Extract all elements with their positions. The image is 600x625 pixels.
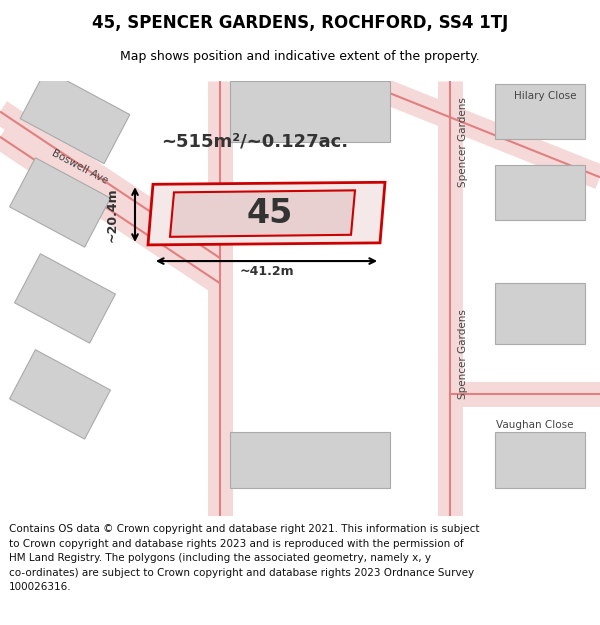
Bar (495, 84, 585, 139)
Polygon shape (170, 191, 355, 237)
Text: ~20.4m: ~20.4m (106, 188, 119, 242)
Text: Map shows position and indicative extent of the property.: Map shows position and indicative extent… (120, 51, 480, 63)
Bar (10, 350, 110, 439)
Bar (20, 69, 130, 164)
Bar (495, 283, 585, 344)
Text: ~41.2m: ~41.2m (239, 264, 295, 278)
Text: Hilary Close: Hilary Close (514, 91, 576, 101)
Bar (14, 254, 115, 343)
Bar (10, 158, 110, 247)
Polygon shape (148, 182, 385, 245)
Bar (230, 81, 390, 142)
Text: Contains OS data © Crown copyright and database right 2021. This information is : Contains OS data © Crown copyright and d… (9, 524, 479, 592)
Text: ~515m²/~0.127ac.: ~515m²/~0.127ac. (161, 133, 349, 151)
Bar (495, 164, 585, 220)
Text: Spencer Gardens: Spencer Gardens (458, 309, 468, 399)
Text: Boswell Ave: Boswell Ave (50, 148, 110, 186)
Text: 45, SPENCER GARDENS, ROCHFORD, SS4 1TJ: 45, SPENCER GARDENS, ROCHFORD, SS4 1TJ (92, 14, 508, 32)
Text: 45: 45 (247, 197, 293, 230)
Bar (495, 432, 585, 488)
Text: Vaughan Close: Vaughan Close (496, 420, 574, 430)
Bar (230, 432, 390, 488)
Text: Spencer Gardens: Spencer Gardens (458, 97, 468, 187)
